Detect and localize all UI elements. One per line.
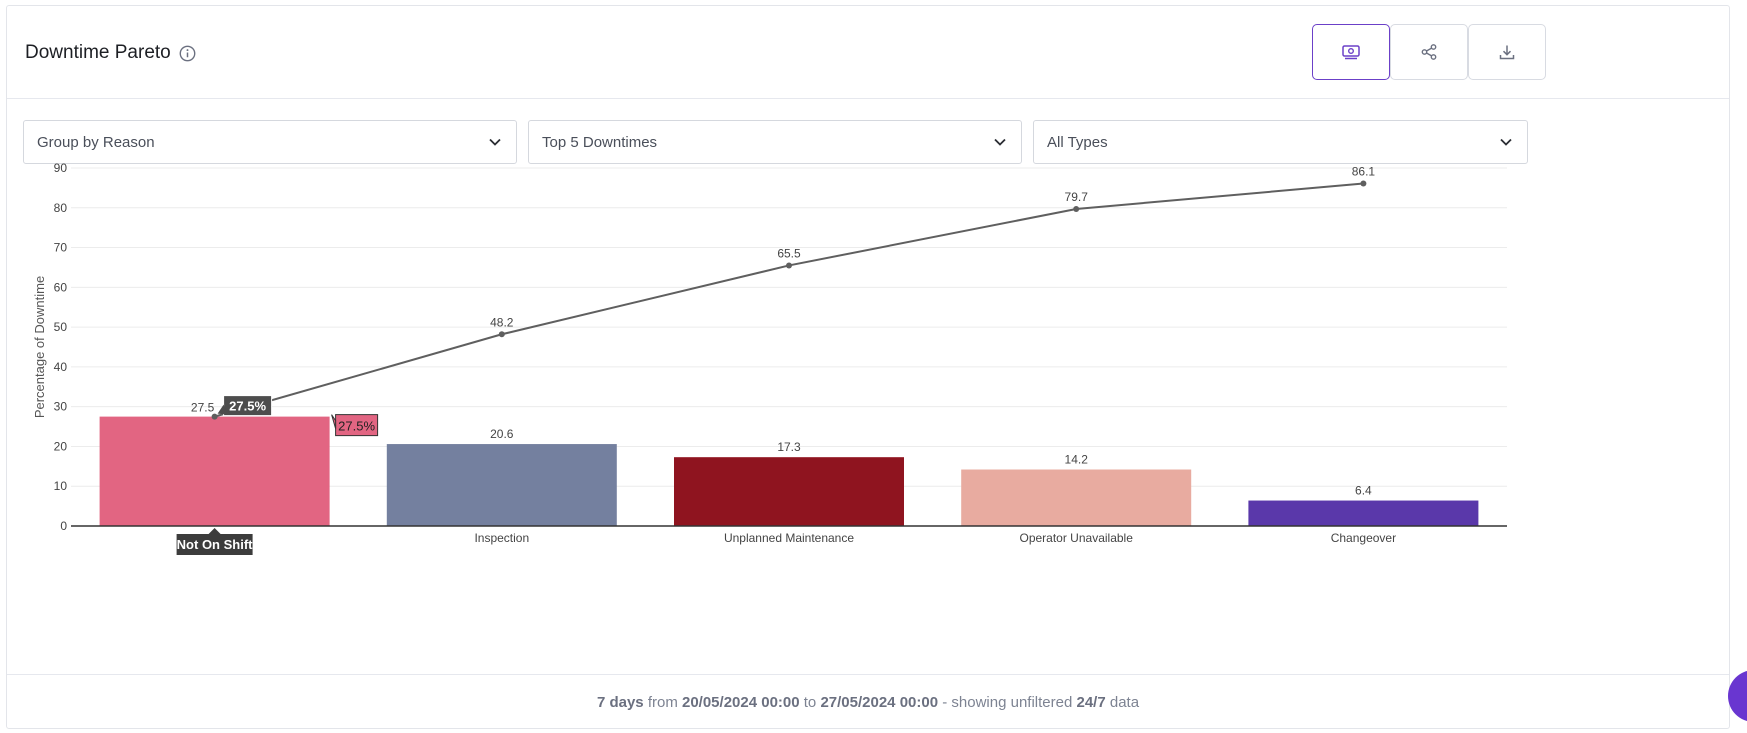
cumulative-line (214, 182, 1364, 418)
cumulative-value-label: 65.5 (777, 246, 801, 260)
y-tick-label: 50 (54, 320, 68, 334)
bar-operator-unavailable (961, 469, 1192, 526)
pareto-chart: 0 10 20 30 40 50 60 70 80 90 Percentage of Downtim… (32, 161, 1507, 555)
footer-from-word: from (647, 694, 678, 711)
y-axis-title: Percentage of Downtime (32, 276, 47, 418)
cumulative-value-label: 79.7 (1065, 190, 1089, 204)
chevron-down-icon (994, 138, 1006, 146)
footer-start-date: 20/05/2024 00:00 (681, 694, 800, 711)
info-icon[interactable] (179, 45, 196, 62)
download-icon (1499, 45, 1515, 60)
y-tick-label: 80 (54, 201, 68, 215)
card-header: Downtime Pareto (7, 6, 1729, 99)
category-tooltip-box (176, 534, 253, 555)
footer-mode: 24/7 (1076, 694, 1106, 711)
cumulative-point (1073, 205, 1080, 212)
y-tick-label: 70 (54, 241, 68, 255)
cumulative-value-label: 27.5 (191, 401, 215, 415)
y-tick-label: 0 (60, 519, 67, 533)
category-tooltip-text: Not On Shift (177, 537, 253, 552)
line-tooltip-pointer (217, 404, 228, 415)
page-title: Downtime Pareto (25, 42, 196, 64)
cumulative-point (786, 262, 792, 269)
downtime-pareto-card: Downtime Pareto (6, 5, 1730, 729)
y-tick-label: 40 (54, 360, 68, 374)
group-by-select[interactable]: Group by Reason (23, 120, 517, 164)
title-text: Downtime Pareto (25, 42, 171, 63)
bar-not-on-shift (99, 416, 330, 526)
bar-value-label: 20.6 (490, 427, 514, 441)
cash-icon (1342, 45, 1360, 60)
help-chat-button[interactable] (1728, 670, 1747, 722)
bar-value-label: 17.3 (777, 440, 801, 454)
group-by-value: Group by Reason (37, 133, 155, 151)
money-view-button[interactable] (1312, 24, 1390, 80)
bar-tooltip-pointer (331, 414, 337, 429)
cumulative-point (211, 413, 218, 420)
footer-to-word: to (803, 694, 817, 711)
bar-value-label: 6.4 (1355, 484, 1372, 498)
category-tooltip-pointer (208, 528, 221, 534)
cumulative-value-label: 48.2 (490, 315, 514, 329)
download-button[interactable] (1468, 24, 1546, 80)
share-icon (1421, 44, 1437, 60)
top-downtimes-value: Top 5 Downtimes (542, 133, 658, 151)
x-tick-label: Unplanned Maintenance (724, 531, 854, 545)
bar-tooltip-text: 27.5% (338, 419, 375, 434)
chevron-down-icon (489, 138, 501, 146)
x-tick-label: Changeover (1331, 531, 1396, 545)
y-tick-label: 20 (54, 439, 68, 453)
cumulative-value-label: 86.1 (1352, 165, 1376, 179)
footer-days: 7 days (596, 694, 644, 711)
bar-value-label: 14.2 (1065, 453, 1089, 467)
x-tick-label: Operator Unavailable (1019, 531, 1133, 545)
chevron-down-icon (1500, 138, 1512, 146)
footer-end-date: 27/05/2024 00:00 (820, 694, 939, 711)
bar-unplanned-maintenance (674, 457, 904, 526)
cumulative-point (1360, 180, 1367, 187)
bar-changeover (1248, 500, 1479, 526)
line-tooltip-text: 27.5% (229, 399, 266, 414)
footer-tail-text: data (1109, 694, 1140, 711)
cumulative-point (498, 331, 505, 338)
share-button[interactable] (1390, 24, 1468, 80)
downtime-type-select[interactable]: All Types (1033, 120, 1528, 164)
y-tick-label: 30 (54, 400, 68, 414)
y-tick-label: 60 (54, 280, 68, 294)
date-range-footer: 7 days from 20/05/2024 00:00 to 27/05/20… (7, 674, 1729, 728)
bar-inspection (386, 444, 617, 526)
footer-middle-text: - showing unfiltered (942, 694, 1073, 711)
downtime-type-value: All Types (1047, 133, 1108, 151)
y-tick-label: 90 (54, 161, 68, 175)
top-downtimes-select[interactable]: Top 5 Downtimes (528, 120, 1022, 164)
y-tick-label: 10 (54, 479, 68, 493)
x-tick-label: Inspection (474, 531, 529, 545)
